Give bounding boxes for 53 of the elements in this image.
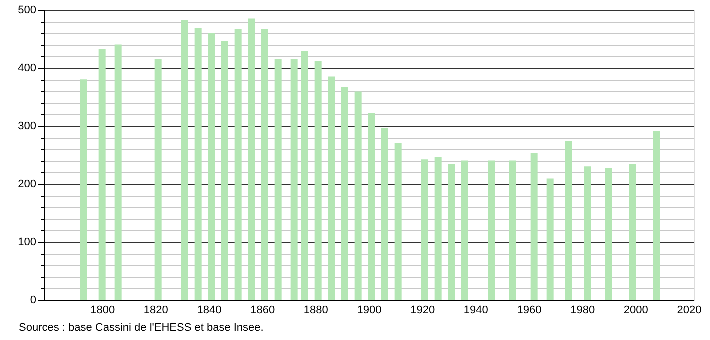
bar (462, 160, 468, 300)
bar (546, 178, 554, 300)
bar (422, 160, 428, 300)
x-tick-label: 1860 (250, 304, 276, 316)
bar (510, 160, 516, 300)
x-tick-label: 1820 (144, 304, 168, 316)
bar (302, 51, 308, 300)
bar (530, 153, 538, 300)
x-tick-label: 1880 (304, 304, 328, 316)
y-tick-label: 0 (30, 294, 36, 306)
y-tick-label: 100 (18, 236, 36, 248)
bar (290, 59, 298, 300)
x-tick-label: 1980 (570, 304, 596, 316)
bar (368, 113, 376, 300)
bar (262, 29, 268, 300)
x-tick-label: 1940 (464, 304, 488, 316)
bar (488, 160, 496, 300)
bar (394, 143, 402, 300)
bar (566, 141, 572, 300)
bar (606, 168, 612, 300)
bar (328, 76, 336, 300)
x-tick-label: 1960 (517, 304, 542, 316)
bar (222, 41, 228, 300)
bar (342, 87, 348, 300)
bar (654, 131, 660, 300)
bar (274, 59, 282, 300)
bar (584, 166, 592, 300)
bar (630, 164, 636, 300)
bar (434, 157, 442, 300)
y-tick-label: 500 (18, 4, 36, 16)
source-note: Sources : base Cassini de l'EHESS et base Insee. (19, 322, 264, 334)
x-tick-label: 1900 (357, 304, 382, 316)
x-tick-label: 1840 (197, 304, 222, 316)
bar (248, 18, 256, 300)
bar (98, 49, 106, 300)
bar (208, 33, 216, 300)
bar (80, 80, 88, 300)
y-tick-label: 300 (18, 120, 36, 132)
bar (154, 59, 162, 300)
bar (314, 61, 322, 300)
y-tick-label: 200 (18, 178, 36, 190)
x-tick-label: 1800 (90, 304, 116, 316)
bar (182, 20, 188, 300)
bar (448, 164, 456, 300)
y-tick-label: 400 (18, 62, 36, 74)
x-tick-label: 1920 (410, 304, 436, 316)
x-tick-label: 2020 (677, 304, 702, 316)
bar (194, 28, 202, 300)
bar (382, 128, 388, 300)
bar (114, 44, 122, 300)
x-tick-label: 2000 (624, 304, 648, 316)
bar (354, 92, 362, 300)
bar (234, 29, 242, 300)
